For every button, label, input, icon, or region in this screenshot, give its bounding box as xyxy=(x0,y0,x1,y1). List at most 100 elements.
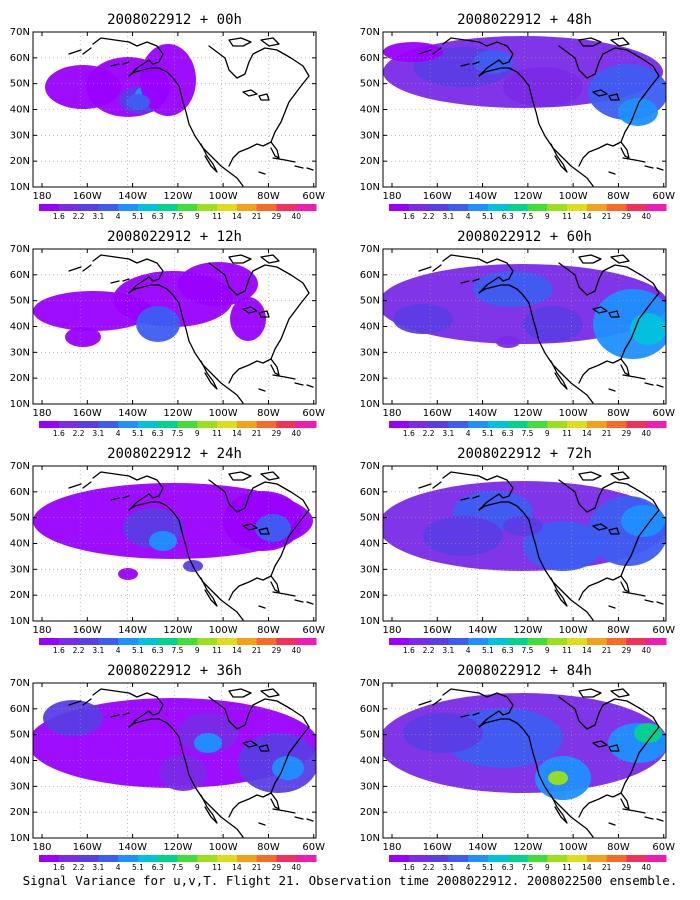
lat-label: 10N xyxy=(10,182,30,193)
lat-label: 50N xyxy=(10,513,30,524)
colorbar-swatch xyxy=(98,204,119,211)
colorbar-swatch xyxy=(586,638,608,645)
colorbar-label: 2.2 xyxy=(423,212,435,221)
lon-label: 180 xyxy=(382,625,401,636)
colorbar-swatch xyxy=(389,638,410,645)
colorbar-swatch xyxy=(157,638,178,645)
colorbar-label: 9 xyxy=(195,863,200,872)
colorbar-swatch xyxy=(527,421,548,428)
colorbar-swatch xyxy=(137,421,159,428)
lon-label: 60W xyxy=(302,625,325,636)
lat-label: 50N xyxy=(360,296,380,307)
lat-label: 60N xyxy=(360,704,380,715)
lat-label: 10N xyxy=(360,399,380,410)
colorbar-swatch xyxy=(606,204,627,211)
lon-label: 140W xyxy=(468,408,497,419)
lat-label: 50N xyxy=(10,296,30,307)
colorbar-label: 14 xyxy=(232,863,242,872)
panel-title: 2008022912 + 84h xyxy=(457,663,592,679)
colorbar-label: 9 xyxy=(545,863,550,872)
colorbar-swatch xyxy=(197,421,218,428)
colorbar-label: 40 xyxy=(641,212,651,221)
lon-label: 60W xyxy=(302,842,325,853)
lon-label: 180 xyxy=(382,842,401,853)
colorbar-label: 1.6 xyxy=(403,429,415,438)
lat-label: 20N xyxy=(10,590,30,601)
colorbar-swatch xyxy=(276,204,297,211)
lon-label: 80W xyxy=(257,408,280,419)
colorbar-label: 3.1 xyxy=(92,429,104,438)
colorbar-swatch xyxy=(626,204,647,211)
colorbar-swatch xyxy=(448,638,469,645)
colorbar-swatch xyxy=(389,204,410,211)
colorbar-swatch xyxy=(157,855,178,862)
colorbar-swatch xyxy=(78,204,99,211)
colorbar-label: 21 xyxy=(602,429,612,438)
colorbar-swatch xyxy=(487,855,509,862)
colorbar-swatch xyxy=(256,855,277,862)
lon-label: 60W xyxy=(652,191,675,202)
colorbar-label: 14 xyxy=(232,212,242,221)
colorbar-label: 2.2 xyxy=(73,646,85,655)
colorbar-swatch xyxy=(507,638,528,645)
colorbar-label: 40 xyxy=(641,429,651,438)
colorbar-swatch xyxy=(408,204,430,211)
lon-label: 60W xyxy=(652,408,675,419)
colorbar-swatch xyxy=(408,855,430,862)
variance-field xyxy=(33,483,313,580)
colorbar-label: 4 xyxy=(116,646,121,655)
colorbar-label: 9 xyxy=(545,646,550,655)
lon-label: 180 xyxy=(32,408,51,419)
colorbar-swatch xyxy=(98,638,119,645)
lon-label: 120W xyxy=(163,625,192,636)
lat-label: 40N xyxy=(360,322,380,333)
colorbar-swatch xyxy=(78,638,99,645)
colorbar-label: 40 xyxy=(641,646,651,655)
lat-label: 40N xyxy=(10,539,30,550)
colorbar-swatch xyxy=(586,421,608,428)
lon-label: 140W xyxy=(468,625,497,636)
colorbar-label: 40 xyxy=(291,863,301,872)
map-panel: 2008022912 + 72h 10N 20N 30N 40N 50N 60N 70N 180… xyxy=(360,446,675,655)
lon-label: 120W xyxy=(513,625,542,636)
lon-label: 100W xyxy=(559,408,588,419)
colorbar-label: 4 xyxy=(466,212,471,221)
lat-label: 10N xyxy=(10,833,30,844)
colorbar-swatch xyxy=(626,855,647,862)
colorbar-swatch xyxy=(296,638,317,645)
lat-label: 40N xyxy=(360,539,380,550)
colorbar-label: 11 xyxy=(562,429,572,438)
panel-title: 2008022912 + 36h xyxy=(107,663,242,679)
colorbar-swatch xyxy=(547,421,568,428)
colorbar-label: 21 xyxy=(252,212,262,221)
lon-label: 60W xyxy=(302,191,325,202)
colorbar-label: 14 xyxy=(582,212,592,221)
colorbar-swatch xyxy=(39,855,60,862)
colorbar-label: 3.1 xyxy=(92,863,104,872)
lat-label: 30N xyxy=(360,130,380,141)
colorbar-label: 7.5 xyxy=(522,863,534,872)
colorbar-label: 9 xyxy=(545,212,550,221)
colorbar-swatch xyxy=(567,638,588,645)
colorbar-swatch xyxy=(98,421,119,428)
colorbar-swatch xyxy=(78,421,99,428)
lat-label: 10N xyxy=(10,616,30,627)
colorbar-label: 40 xyxy=(291,429,301,438)
colorbar-label: 1.6 xyxy=(53,863,65,872)
lon-label: 80W xyxy=(607,625,630,636)
colorbar-swatch xyxy=(646,421,667,428)
colorbar-label: 29 xyxy=(622,212,632,221)
colorbar-label: 21 xyxy=(252,429,262,438)
panel-title: 2008022912 + 24h xyxy=(107,446,242,462)
colorbar-swatch xyxy=(448,421,469,428)
colorbar-swatch xyxy=(39,204,60,211)
colorbar-swatch xyxy=(78,855,99,862)
lat-label: 40N xyxy=(10,322,30,333)
colorbar-label: 21 xyxy=(602,212,612,221)
colorbar-swatch xyxy=(606,638,627,645)
lon-label: 120W xyxy=(513,842,542,853)
lon-label: 160W xyxy=(423,191,452,202)
colorbar-label: 2.2 xyxy=(73,212,85,221)
colorbar-swatch xyxy=(507,204,528,211)
colorbar-swatch xyxy=(58,204,80,211)
